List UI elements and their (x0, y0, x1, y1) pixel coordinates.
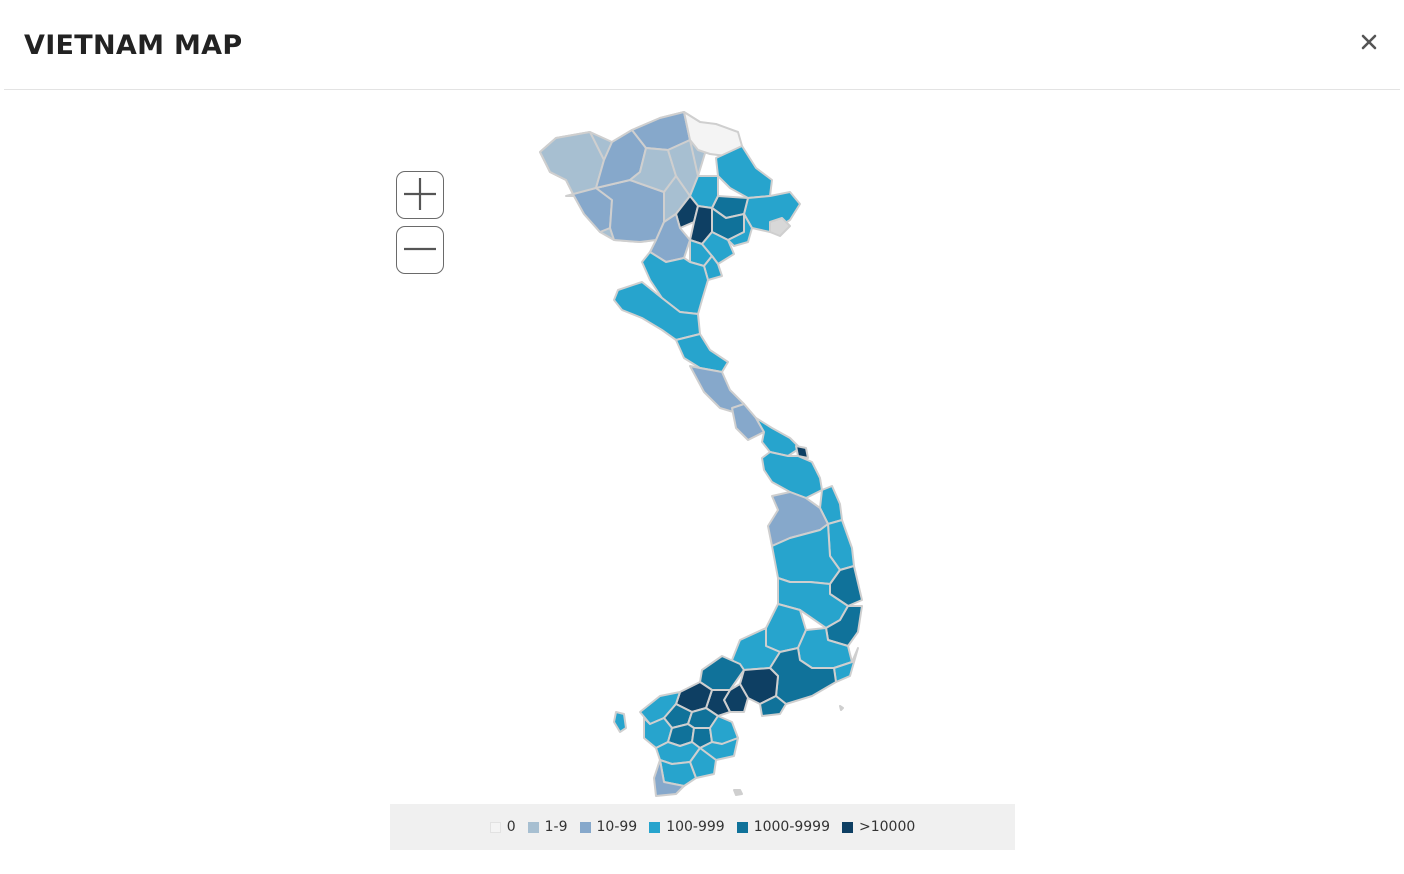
legend-swatch (736, 821, 748, 833)
island-con-dao (733, 789, 743, 796)
zoom-out-button[interactable] (396, 226, 444, 274)
legend-item: 1000-9999 (736, 819, 830, 835)
map-container: 0 1-9 10-99 100-999 1000-9999 >10000 (0, 90, 1404, 874)
region-hue (755, 417, 801, 457)
legend-label: 1-9 (544, 819, 568, 835)
dialog-header: VIETNAM MAP (4, 0, 1400, 90)
region-lang-son (715, 145, 773, 199)
legend-swatch (489, 821, 501, 833)
region-quang-nam (761, 451, 823, 499)
legend-label: 0 (506, 819, 516, 835)
region-hai-phong (727, 213, 753, 247)
legend-label: >10000 (859, 819, 916, 835)
dialog-title: VIETNAM MAP (24, 30, 243, 61)
region-thanh-hoa (641, 251, 709, 315)
legend-item: 0 (489, 819, 516, 835)
legend-swatch (842, 821, 853, 833)
island-ly-son (839, 705, 844, 711)
plus-icon (404, 178, 436, 210)
legend-item: 10-99 (579, 819, 638, 835)
legend-item: 1-9 (527, 819, 568, 835)
legend-swatch (579, 821, 591, 833)
zoom-in-button[interactable] (396, 171, 444, 219)
legend-label: 1000-9999 (753, 819, 830, 835)
island-cat-ba (769, 217, 791, 237)
vietnam-map[interactable] (0, 90, 1404, 874)
legend-item: >10000 (842, 819, 915, 835)
island-phu-quoc (613, 711, 627, 733)
legend-label: 10-99 (596, 819, 638, 835)
region-ca-mau (653, 759, 685, 797)
close-icon (1361, 34, 1377, 50)
legend-swatch (527, 821, 539, 833)
region-ha-tinh (675, 333, 729, 373)
legend-item: 100-999 (649, 819, 725, 835)
region-ba-ria (759, 695, 787, 717)
region-da-nang (795, 445, 809, 459)
legend-swatch (649, 821, 661, 833)
legend-label: 100-999 (666, 819, 725, 835)
region-lai-chau (539, 131, 605, 197)
close-button[interactable] (1352, 26, 1382, 56)
map-legend: 0 1-9 10-99 100-999 1000-9999 >10000 (390, 804, 1015, 850)
minus-icon (404, 247, 436, 251)
